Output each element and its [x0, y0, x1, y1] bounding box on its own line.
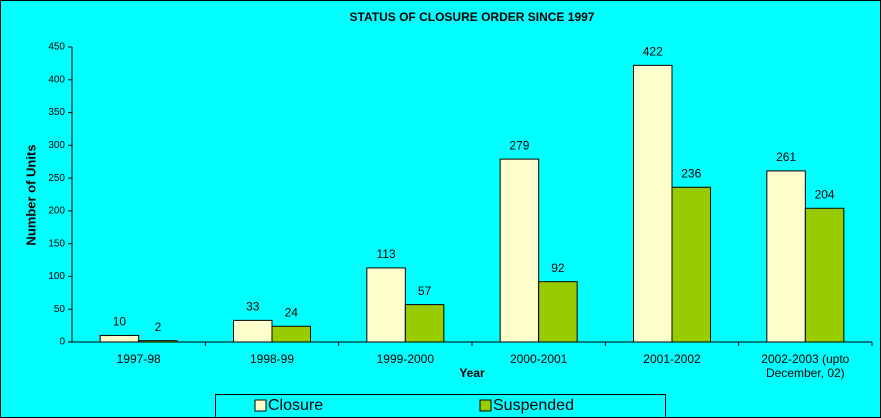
y-tick-label: 150	[48, 238, 65, 249]
data-label: 279	[509, 138, 529, 152]
x-tick-label-box: 2001-2002	[643, 352, 701, 366]
y-tick-label: 300	[48, 140, 65, 151]
bar	[99, 334, 140, 343]
data-label: 261	[776, 150, 796, 164]
bar	[499, 158, 540, 343]
y-tick-label: 400	[48, 74, 65, 85]
data-label: 33	[246, 300, 260, 314]
x-tick-label: 1997-98	[116, 352, 161, 366]
y-tick-label: 350	[48, 107, 65, 118]
legend-swatch	[254, 399, 267, 412]
legend-label: Suspended	[493, 397, 574, 414]
bar	[804, 207, 845, 343]
x-tick-label-box: 1997-98	[116, 352, 161, 366]
bar	[138, 340, 178, 343]
bar	[366, 267, 406, 343]
bar	[271, 325, 311, 343]
data-label: 57	[418, 284, 432, 298]
x-tick-label: 2001-2002	[643, 352, 701, 366]
x-tick-label-box: 2000-2001	[509, 352, 568, 366]
y-tick-label: 450	[48, 42, 65, 53]
bar	[538, 281, 578, 343]
y-tick-label: 0	[59, 337, 65, 348]
y-tick-label: 100	[48, 271, 65, 282]
x-tick-label-box: 2002-2003 (upto December, 02)	[761, 352, 850, 380]
data-label: 10	[113, 315, 127, 329]
bar	[404, 304, 445, 343]
data-label: 113	[377, 247, 396, 261]
x-tick-label-box: 1999-2000	[376, 352, 435, 366]
x-axis-title: Year	[459, 366, 485, 380]
x-tick-label: 1998-99	[249, 352, 295, 366]
chart-title: STATUS OF CLOSURE ORDER SINCE 1997	[350, 10, 595, 24]
legend-label: Closure	[268, 397, 323, 414]
x-tick-label: 2000-2001	[509, 352, 568, 366]
x-tick-label: 1999-2000	[376, 352, 435, 366]
y-tick-label: 50	[54, 304, 66, 315]
y-axis-title: Number of Units	[23, 144, 38, 245]
data-label: 204	[815, 187, 835, 201]
x-tick-label-box: 1998-99	[249, 352, 295, 366]
y-tick-label: 250	[48, 173, 65, 184]
bar	[671, 186, 711, 343]
data-label: 422	[643, 45, 663, 59]
bar	[633, 64, 673, 343]
data-label: 92	[551, 261, 565, 275]
bar	[766, 170, 806, 343]
data-label: 236	[681, 166, 701, 180]
x-tick-label: 2002-2003 (upto December, 02)	[761, 352, 850, 380]
data-label: 2	[155, 320, 162, 334]
legend-swatch	[479, 399, 492, 412]
y-tick-label: 200	[48, 206, 65, 217]
bar	[233, 319, 273, 343]
data-label: 24	[285, 305, 299, 319]
